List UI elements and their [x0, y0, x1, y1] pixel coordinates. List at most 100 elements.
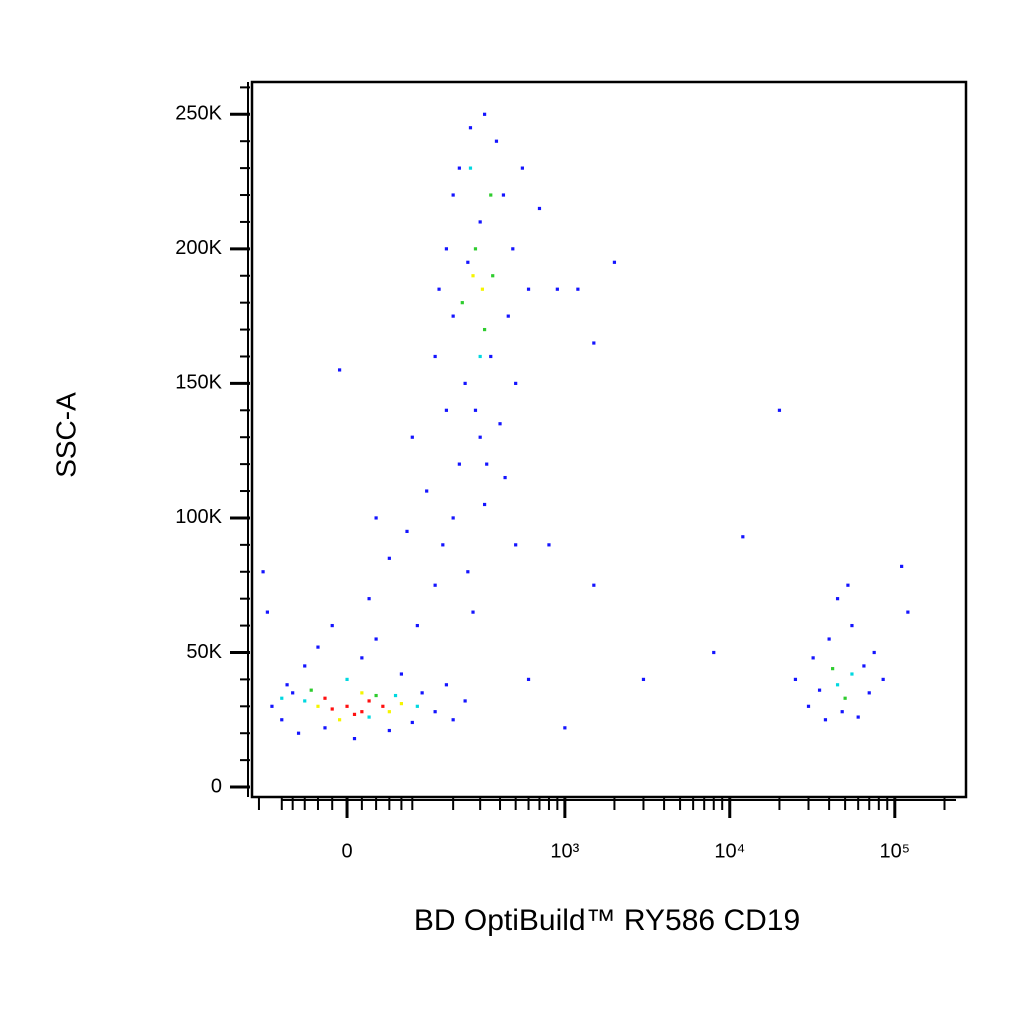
point: [555, 287, 559, 291]
y-tick-label: 0: [211, 775, 222, 797]
point: [367, 699, 371, 703]
x-tick-label: 10⁴: [714, 840, 745, 862]
point: [425, 489, 429, 493]
point: [576, 287, 580, 291]
point: [592, 341, 596, 345]
point: [468, 126, 473, 130]
point: [482, 112, 487, 116]
point: [466, 570, 470, 574]
point: [291, 691, 295, 695]
point: [777, 408, 782, 412]
point: [444, 683, 449, 687]
point: [482, 327, 487, 332]
point: [473, 247, 478, 251]
point: [460, 301, 464, 305]
point: [835, 597, 840, 601]
point: [387, 710, 391, 714]
point: [285, 683, 289, 687]
point: [466, 260, 470, 264]
point: [856, 715, 860, 719]
point: [473, 408, 478, 412]
point: [360, 710, 364, 714]
point: [489, 193, 493, 197]
point: [399, 702, 404, 706]
point: [451, 516, 455, 520]
point: [381, 704, 385, 708]
point: [433, 354, 437, 359]
point: [823, 718, 828, 722]
point: [303, 699, 307, 703]
point: [482, 502, 487, 507]
point: [835, 683, 840, 687]
point: [441, 543, 445, 547]
point: [399, 672, 404, 676]
point: [862, 664, 866, 668]
y-tick-label: 250K: [175, 103, 222, 125]
x-tick-label: 10³: [550, 840, 579, 862]
point: [843, 696, 847, 700]
point: [415, 704, 419, 708]
x-tick-label: 10⁵: [880, 840, 911, 862]
point: [463, 381, 467, 385]
point: [906, 610, 910, 614]
point: [437, 287, 441, 291]
point: [641, 677, 646, 682]
point: [360, 656, 364, 660]
point: [374, 516, 378, 520]
point: [846, 583, 850, 587]
point: [374, 693, 378, 698]
point: [330, 623, 334, 628]
point: [451, 193, 455, 197]
point: [420, 691, 424, 695]
point: [444, 247, 449, 251]
point: [367, 715, 371, 719]
point: [485, 462, 489, 466]
point: [811, 656, 815, 660]
point: [498, 422, 502, 426]
point: [360, 691, 364, 695]
point: [480, 287, 485, 291]
point: [831, 667, 835, 671]
point: [478, 354, 482, 359]
point: [491, 274, 495, 278]
point: [387, 728, 391, 733]
point: [345, 677, 349, 682]
point: [506, 314, 510, 318]
point: [316, 704, 320, 708]
point: [270, 704, 274, 708]
point: [840, 710, 844, 714]
point: [850, 672, 854, 676]
y-axis-title: SSC-A: [50, 392, 81, 478]
point: [303, 664, 307, 668]
point: [280, 718, 284, 722]
point: [520, 166, 524, 170]
point: [872, 650, 876, 655]
y-tick-label: 150K: [175, 372, 222, 394]
point: [501, 193, 506, 197]
point: [367, 597, 371, 601]
point: [827, 637, 831, 641]
point: [415, 623, 419, 628]
point: [316, 645, 320, 649]
point: [337, 368, 342, 372]
y-tick-label: 100K: [175, 506, 222, 528]
point: [296, 731, 301, 735]
point: [451, 718, 455, 722]
point: [881, 677, 885, 682]
point: [309, 688, 313, 692]
point: [900, 564, 904, 568]
point: [387, 556, 391, 560]
point: [514, 543, 518, 547]
plot-frame: [250, 80, 968, 799]
point: [511, 247, 515, 251]
point: [817, 688, 822, 692]
point: [793, 677, 798, 682]
point: [457, 462, 461, 466]
point: [410, 720, 414, 725]
point: [374, 637, 378, 641]
point: [547, 543, 551, 547]
point: [712, 650, 716, 655]
point: [592, 583, 596, 587]
point: [352, 737, 357, 741]
